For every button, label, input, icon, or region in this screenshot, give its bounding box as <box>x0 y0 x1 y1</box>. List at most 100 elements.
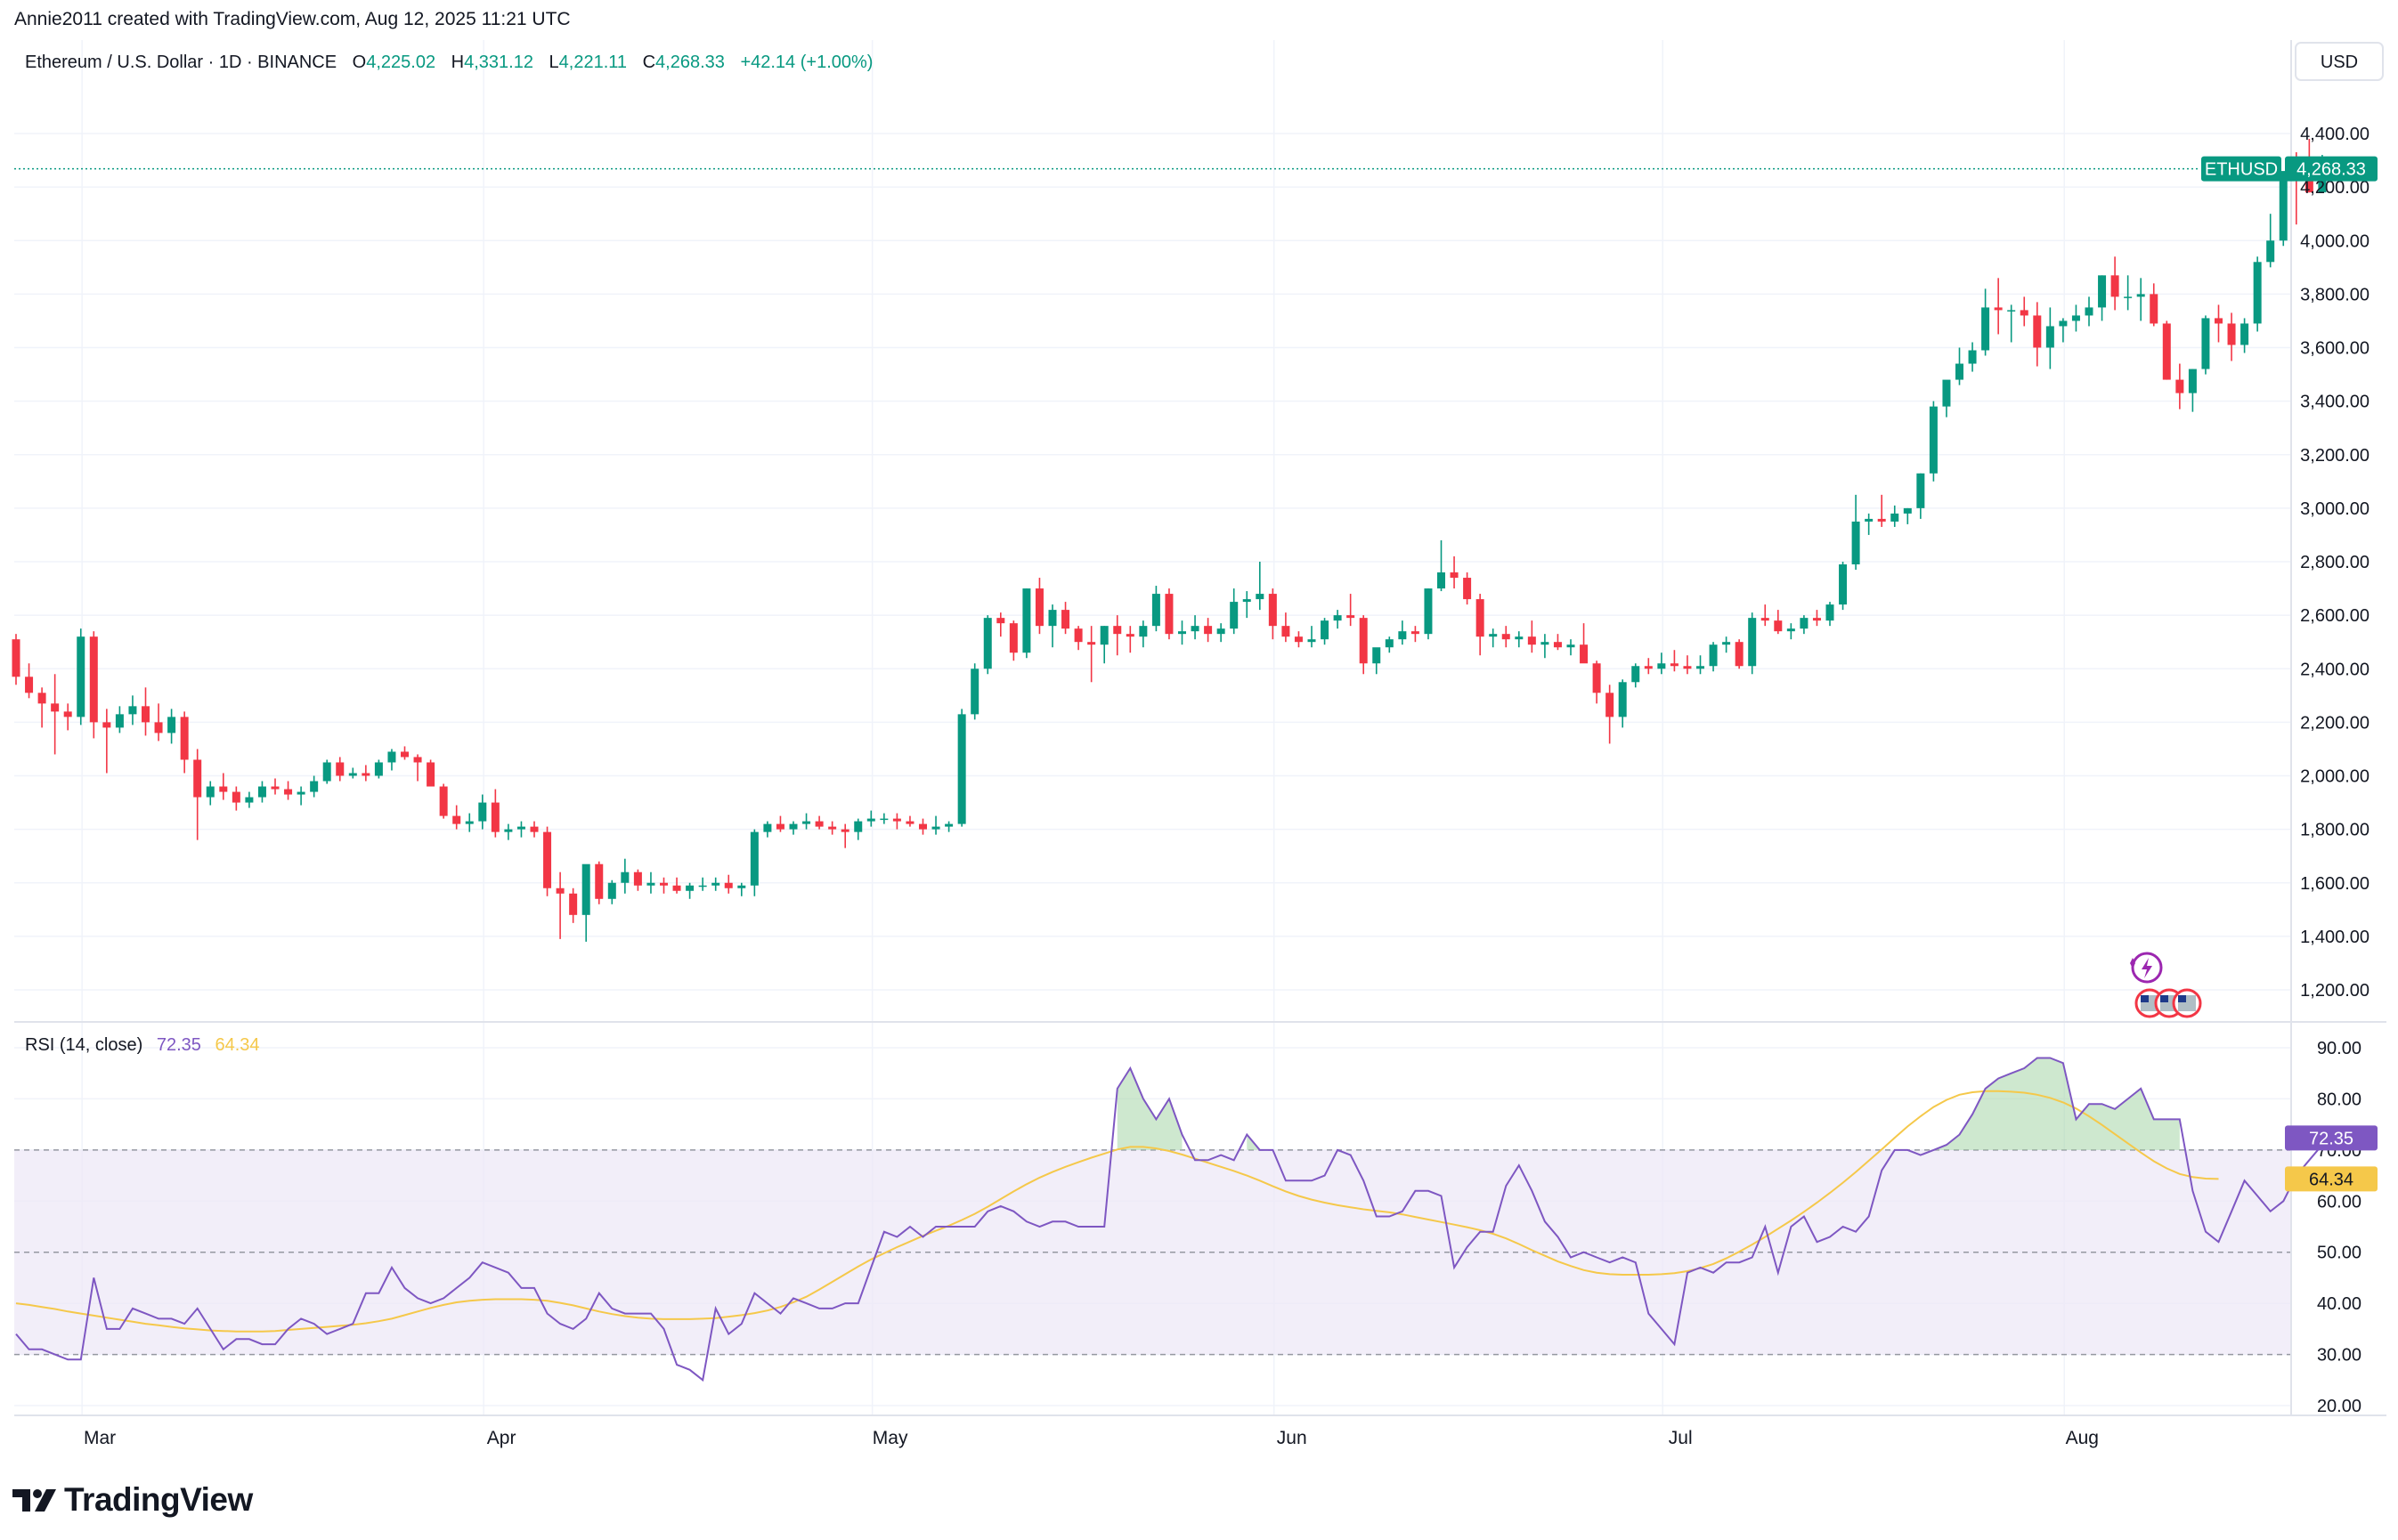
candle <box>983 615 992 675</box>
candle-body <box>2085 307 2093 316</box>
candle-body <box>595 863 604 899</box>
candle <box>919 818 927 835</box>
candle <box>556 871 565 939</box>
candle <box>2110 256 2119 311</box>
candle <box>2227 312 2236 361</box>
price-tick-label: 4,400.00 <box>2300 125 2370 144</box>
candle <box>2071 304 2080 332</box>
price-tick-label: 3,800.00 <box>2300 285 2370 304</box>
candle-body <box>906 821 914 824</box>
rsi-line <box>15 1057 2375 1382</box>
legend-symbol: Ethereum / U.S. Dollar · 1D · BINANCE <box>25 53 337 72</box>
candle-body <box>1566 644 1575 648</box>
candle <box>789 821 798 835</box>
candle-body <box>1605 693 1614 717</box>
candle <box>1475 594 1484 656</box>
candle <box>1074 626 1083 651</box>
candle <box>880 813 889 824</box>
candle <box>1281 612 1290 643</box>
rsi-tick-label: 50.00 <box>2317 1244 2361 1263</box>
time-tick-label: Jun <box>1277 1428 1307 1448</box>
candle <box>1929 401 1938 482</box>
candle-body <box>776 823 784 830</box>
candle <box>1903 507 1912 524</box>
candle-body <box>257 786 266 798</box>
candle-body <box>1903 507 1912 514</box>
candle <box>1631 663 1640 688</box>
legend-close-label: C <box>643 53 655 72</box>
rsi-tick-label: 60.00 <box>2317 1192 2361 1212</box>
candle <box>543 826 552 896</box>
candle-body <box>828 826 837 830</box>
candle <box>232 786 240 811</box>
candle-body <box>1760 618 1769 621</box>
candle-body <box>1631 666 1640 683</box>
candle-body <box>1450 572 1459 579</box>
candle <box>2266 214 2275 268</box>
candle <box>1553 634 1562 651</box>
candle-body <box>478 802 487 822</box>
candle <box>2124 275 2133 311</box>
candle-body <box>1475 599 1484 637</box>
candle <box>1489 628 1498 648</box>
us-flag-event-icons[interactable] <box>2134 988 2202 1018</box>
candle-body <box>686 885 695 891</box>
legend-high-label: H <box>451 53 464 72</box>
candle <box>1035 578 1044 635</box>
price-tick-label: 1,600.00 <box>2300 874 2370 894</box>
legend-line: Ethereum / U.S. Dollar · 1D · BINANCE O4… <box>25 53 873 72</box>
candle-body <box>401 751 409 758</box>
candle-body <box>2150 294 2158 324</box>
candle <box>1968 342 1977 372</box>
candle <box>348 767 357 779</box>
candle-body <box>1670 663 1679 667</box>
candle-body <box>1216 628 1225 635</box>
candle-body <box>1916 473 1925 508</box>
candle <box>1100 626 1109 664</box>
candle <box>245 791 254 808</box>
candle <box>1372 647 1381 675</box>
candle-body <box>2227 323 2236 345</box>
legend-high: 4,331.12 <box>464 53 533 72</box>
candle <box>945 821 954 832</box>
candle <box>750 829 759 896</box>
candle-body <box>802 821 811 824</box>
candle-body <box>2305 179 2313 193</box>
lightning-icon[interactable] <box>2130 952 2163 984</box>
candle <box>971 663 980 720</box>
candle <box>128 695 137 725</box>
candle-body <box>607 882 616 899</box>
candle-body <box>1074 628 1083 643</box>
candle-body <box>1178 631 1186 635</box>
candle-body <box>504 829 513 832</box>
legend-change: +42.14 (+1.00%) <box>740 53 873 72</box>
candle-body <box>866 818 875 822</box>
candle-body <box>142 706 150 723</box>
candle-body <box>1151 594 1160 627</box>
candle-body <box>271 786 280 790</box>
candle <box>2136 278 2145 321</box>
candle-body <box>569 893 578 915</box>
candle <box>1812 610 1821 627</box>
candle <box>1178 620 1186 645</box>
candle <box>621 858 630 894</box>
candle-body <box>387 751 396 763</box>
currency-label[interactable]: USD <box>2321 53 2358 72</box>
candle <box>1359 615 1368 675</box>
tradingview-logo[interactable]: TradingView <box>12 1481 253 1519</box>
price-tick-label: 1,800.00 <box>2300 821 2370 840</box>
candle <box>12 634 20 685</box>
candle <box>776 815 784 832</box>
candle-body <box>297 791 305 795</box>
time-tick-label: May <box>873 1428 908 1448</box>
candle-body <box>1048 610 1057 627</box>
legend-low: 4,221.11 <box>559 53 627 72</box>
candle <box>1851 494 1860 571</box>
candle-body <box>1851 521 1860 565</box>
candle-body <box>1087 642 1096 645</box>
candle <box>2150 283 2158 327</box>
candle <box>478 794 487 830</box>
currency-button-bg[interactable] <box>2295 42 2384 81</box>
candle-body <box>439 786 448 816</box>
candle-body <box>1515 636 1524 640</box>
